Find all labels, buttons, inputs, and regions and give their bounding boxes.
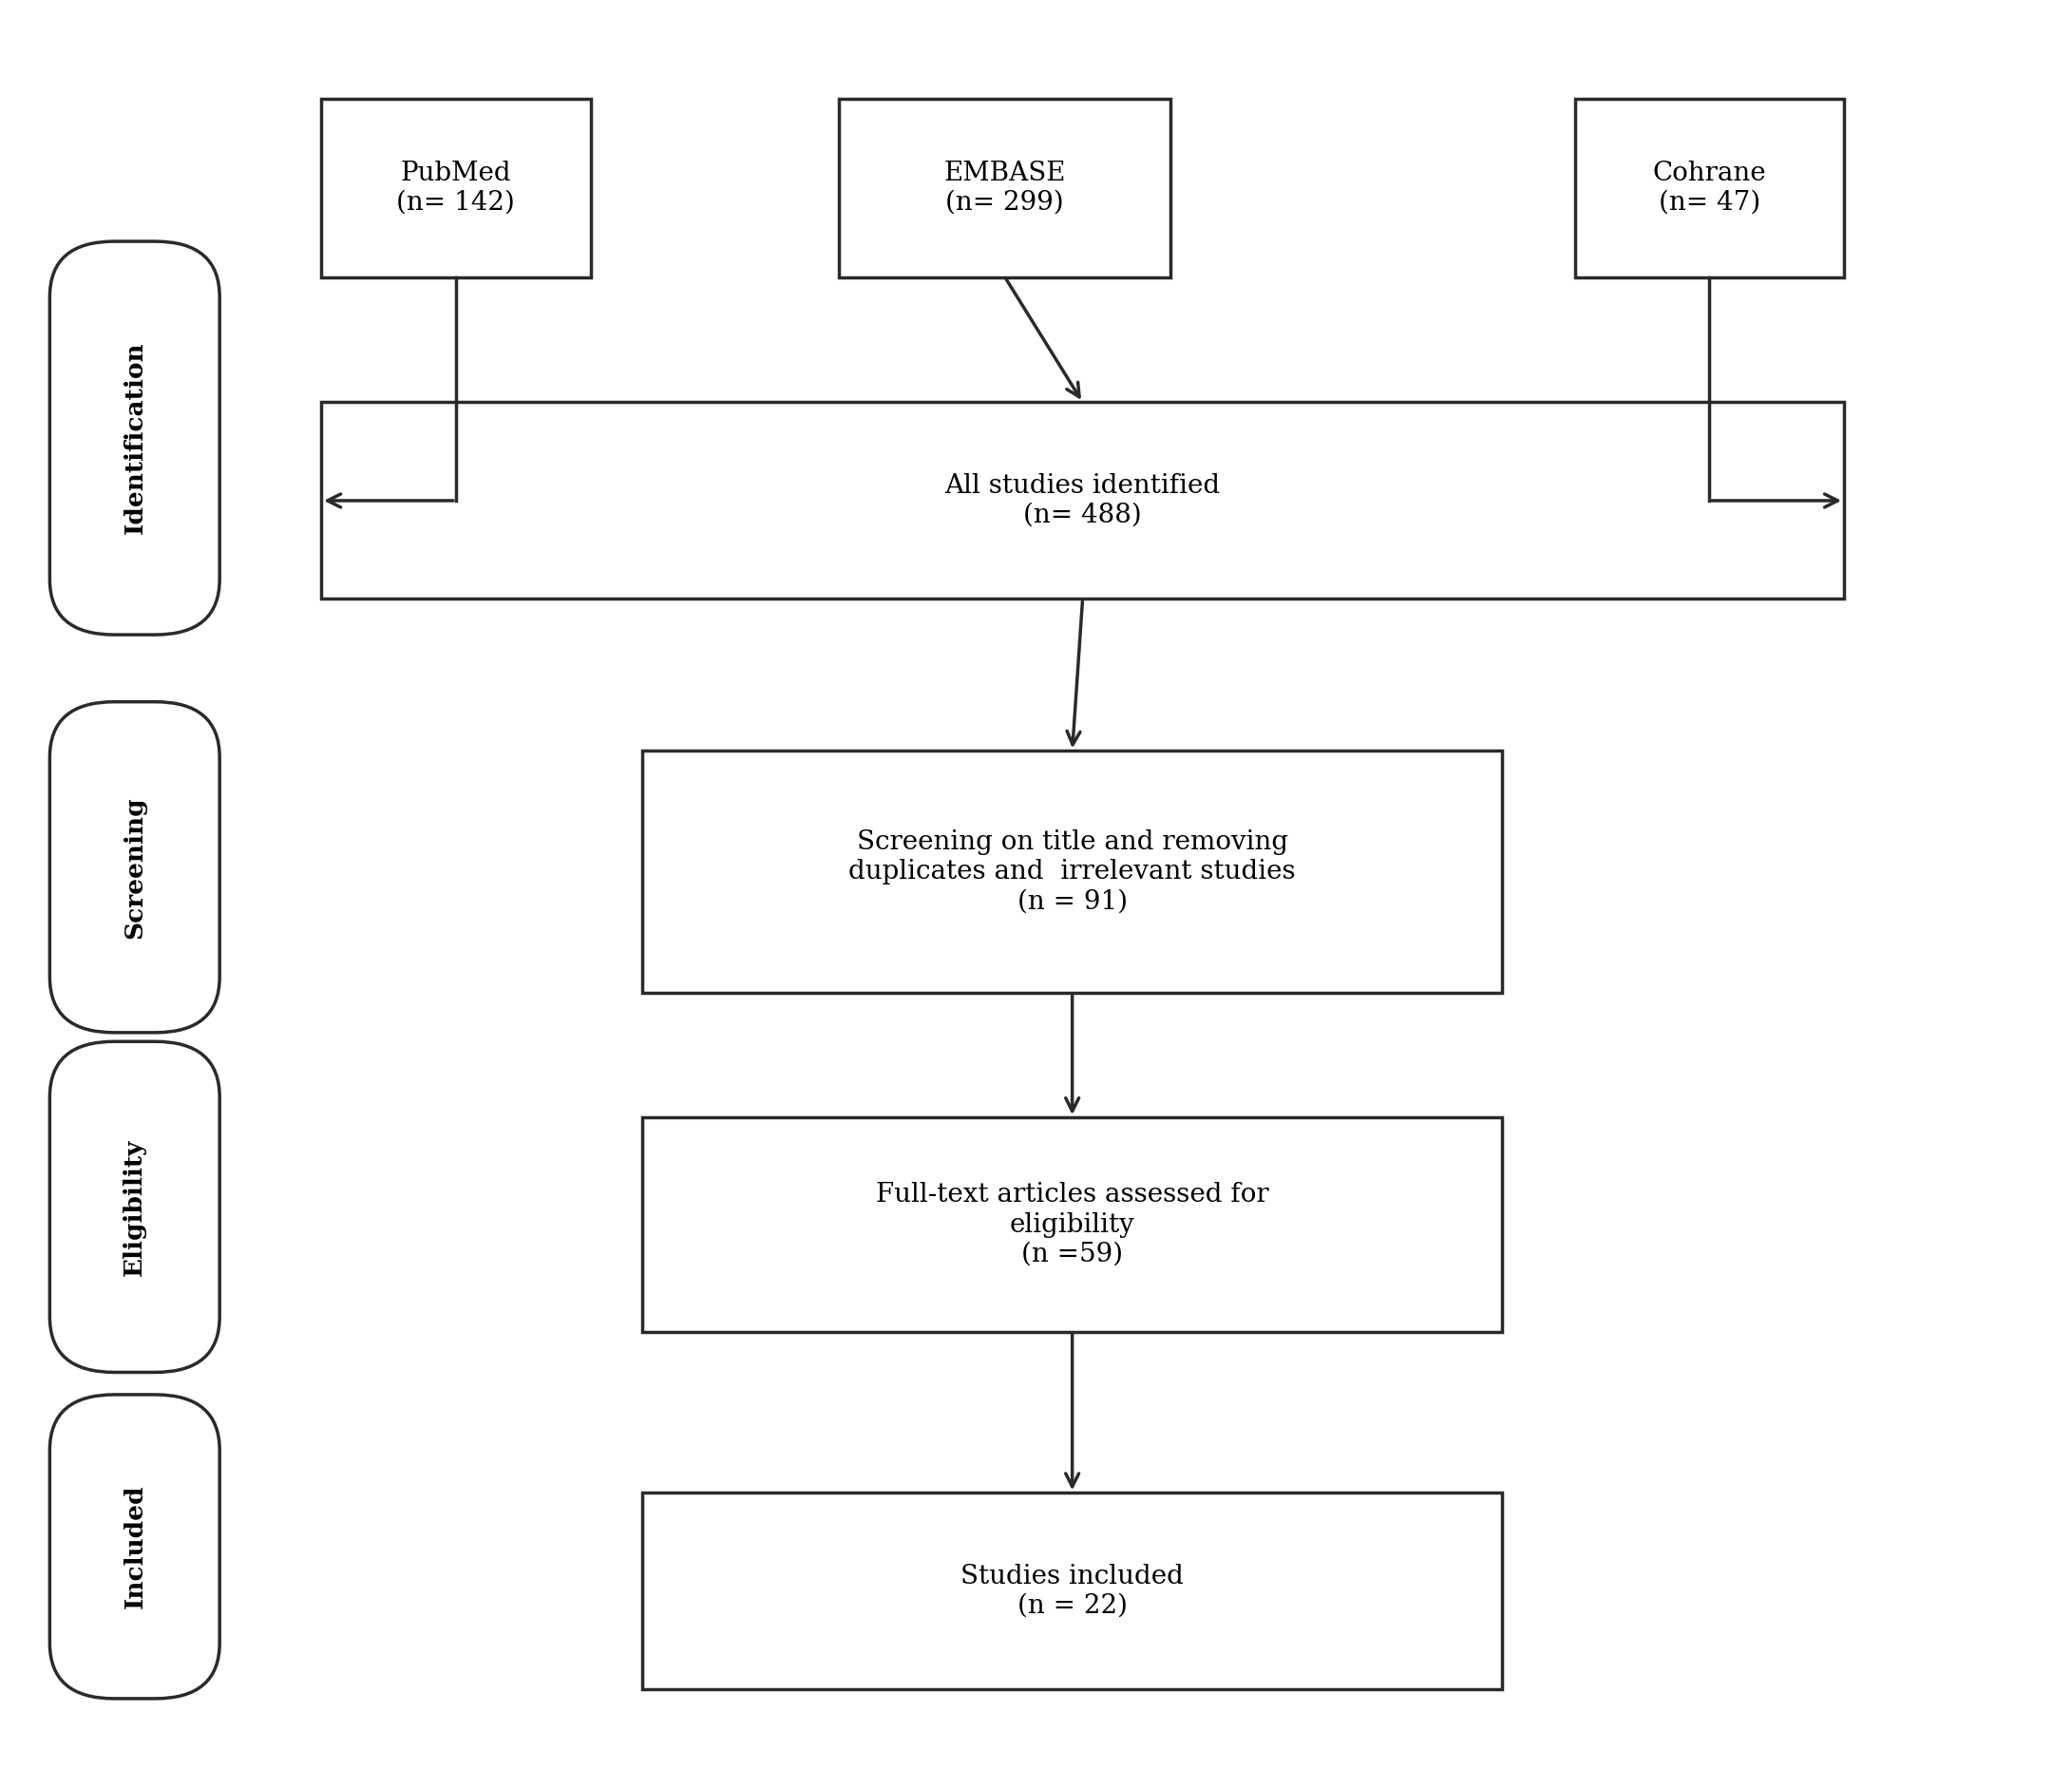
- FancyBboxPatch shape: [50, 1041, 220, 1373]
- FancyBboxPatch shape: [642, 751, 1502, 992]
- FancyBboxPatch shape: [50, 1395, 220, 1699]
- FancyBboxPatch shape: [839, 98, 1171, 277]
- FancyBboxPatch shape: [642, 1118, 1502, 1332]
- Text: All studies identified
(n= 488): All studies identified (n= 488): [945, 474, 1220, 527]
- Text: Eligibility: Eligibility: [122, 1139, 147, 1275]
- FancyBboxPatch shape: [1575, 98, 1844, 277]
- Text: Included: Included: [122, 1484, 147, 1609]
- FancyBboxPatch shape: [642, 1493, 1502, 1690]
- Text: Screening: Screening: [122, 796, 147, 939]
- Text: Cohrane
(n= 47): Cohrane (n= 47): [1653, 161, 1765, 215]
- Text: PubMed
(n= 142): PubMed (n= 142): [396, 161, 516, 215]
- Text: Full-text articles assessed for
eligibility
(n =59): Full-text articles assessed for eligibil…: [876, 1182, 1268, 1268]
- FancyBboxPatch shape: [321, 402, 1844, 599]
- FancyBboxPatch shape: [321, 98, 591, 277]
- Text: Studies included
(n = 22): Studies included (n = 22): [961, 1564, 1183, 1618]
- Text: EMBASE
(n= 299): EMBASE (n= 299): [945, 161, 1065, 215]
- FancyBboxPatch shape: [50, 241, 220, 635]
- Text: Screening on title and removing
duplicates and  irrelevant studies
(n = 91): Screening on title and removing duplicat…: [850, 830, 1295, 914]
- Text: Identification: Identification: [122, 342, 147, 535]
- FancyBboxPatch shape: [50, 703, 220, 1033]
